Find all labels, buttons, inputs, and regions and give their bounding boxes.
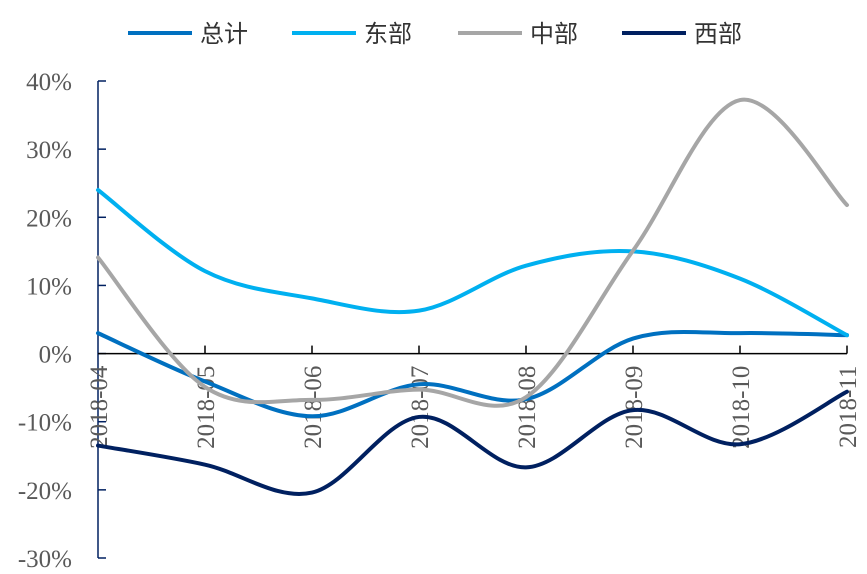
legend-label: 总计 bbox=[200, 20, 248, 48]
y-axis: 40% 30% 20% 10% 0% -10% -20% -30% bbox=[18, 69, 106, 573]
x-tick-label: 2018-11 bbox=[835, 366, 862, 448]
y-tick-label: 0% bbox=[39, 342, 72, 369]
x-tick-label: 2018-07 bbox=[407, 366, 434, 449]
y-tick-label: 10% bbox=[26, 273, 72, 300]
y-tick-label: -10% bbox=[18, 410, 72, 437]
series-lines bbox=[96, 97, 849, 496]
x-tick-label: 2018-06 bbox=[300, 366, 327, 449]
series-line-0 bbox=[96, 329, 849, 419]
series-line-2 bbox=[96, 97, 849, 408]
x-tick-label: 2018-09 bbox=[621, 366, 648, 449]
x-tick-label: 2018-08 bbox=[514, 366, 541, 449]
legend: 总计 东部 中部 西部 bbox=[128, 20, 742, 48]
y-tick-label: -30% bbox=[18, 546, 72, 573]
y-tick-label: 20% bbox=[26, 205, 72, 232]
y-tick-label: 30% bbox=[26, 137, 72, 164]
y-tick-label: 40% bbox=[26, 69, 72, 96]
series-line-3 bbox=[96, 389, 849, 496]
x-tick-label: 2018-04 bbox=[86, 365, 113, 449]
legend-label: 东部 bbox=[364, 20, 412, 48]
legend-label: 西部 bbox=[694, 20, 742, 48]
legend-label: 中部 bbox=[530, 20, 578, 48]
x-axis: 2018-04 2018-05 2018-06 2018-07 2018-08 2018-… bbox=[86, 345, 862, 449]
series-line-1 bbox=[96, 188, 849, 338]
y-tick-label: -20% bbox=[18, 478, 72, 505]
x-tick-label: 2018-10 bbox=[728, 366, 755, 449]
